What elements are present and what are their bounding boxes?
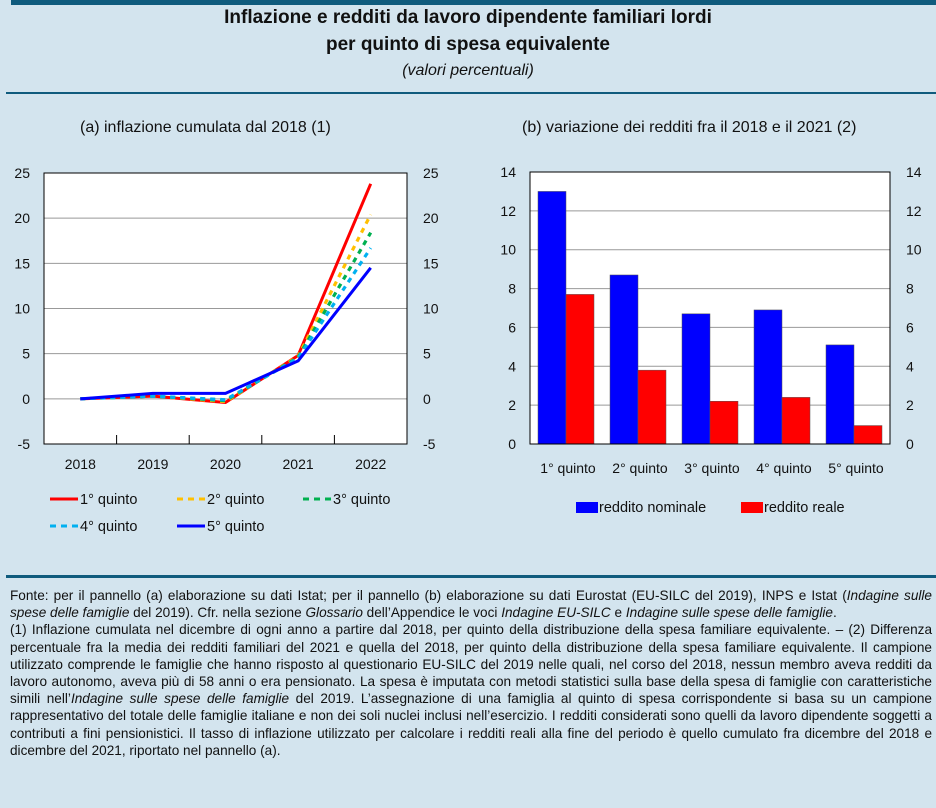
y-tick-left: 2 [508, 397, 516, 413]
x-tick-label: 5° quinto [828, 460, 884, 476]
y-tick-right: 20 [423, 210, 439, 226]
bar-real [637, 369, 667, 445]
y-tick-right: 14 [906, 164, 922, 180]
y-tick-left: 25 [14, 165, 30, 181]
x-tick-label: 2018 [65, 456, 96, 472]
legend-label-quinto-3: 3° quinto [333, 492, 390, 508]
x-tick-label: 3° quinto [684, 460, 740, 476]
y-tick-right: 5 [423, 346, 431, 362]
y-tick-left: 10 [500, 242, 516, 258]
y-tick-right: 6 [906, 319, 914, 335]
chart-title-line2: per quinto di spesa equivalente [325, 34, 610, 55]
chart-title-line1: Inflazione e redditi da lavoro dipendent… [224, 7, 712, 28]
bar-real [781, 397, 811, 445]
source-note: Fonte: per il pannello (a) elaborazione … [10, 588, 932, 621]
y-tick-left: 15 [14, 255, 30, 271]
plot-frame [529, 171, 891, 445]
series-line-quinto-5 [80, 266, 372, 401]
bar-nominal [609, 274, 639, 445]
y-tick-left: 12 [500, 203, 516, 219]
bar-real [565, 294, 595, 445]
y-tick-left: 6 [508, 319, 516, 335]
bar-nominal [825, 344, 855, 445]
x-tick-label: 1° quinto [540, 460, 596, 476]
legend-swatch-nominal [576, 502, 598, 513]
series-line-quinto-4 [80, 247, 373, 402]
x-tick-label: 2022 [355, 456, 386, 472]
y-tick-left: 20 [14, 210, 30, 226]
y-tick-left: 5 [22, 346, 30, 362]
panel-a-title: (a) inflazione cumulata dal 2018 (1) [80, 119, 331, 136]
y-tick-right: 15 [423, 255, 439, 271]
legend-label-quinto-4: 4° quinto [80, 519, 137, 535]
x-tick-label: 2020 [210, 456, 241, 472]
y-tick-right: 8 [906, 281, 914, 297]
header-divider [6, 92, 936, 94]
bar-nominal [537, 191, 567, 445]
legend-label-quinto-1: 1° quinto [80, 492, 137, 508]
plot-frame [43, 172, 408, 445]
numbered-notes: (1) Inflazione cumulata nel dicembre di … [10, 622, 932, 758]
y-tick-right: 10 [423, 301, 439, 317]
x-tick-label: 2021 [283, 456, 314, 472]
y-tick-right: 0 [906, 436, 914, 452]
chart-subtitle: (valori percentuali) [402, 62, 534, 79]
y-tick-left: 8 [508, 281, 516, 297]
legend-label-nominal: reddito nominale [599, 500, 706, 516]
y-tick-left: 4 [508, 358, 516, 374]
y-tick-left: 0 [508, 436, 516, 452]
legend-label-real: reddito reale [764, 500, 845, 516]
top-band [11, 0, 936, 5]
bar-real [853, 425, 883, 445]
legend-label-quinto-5: 5° quinto [207, 519, 264, 535]
y-tick-left: 10 [14, 301, 30, 317]
legend-swatch-real [741, 502, 763, 513]
y-tick-left: 0 [22, 391, 30, 407]
bar-real [709, 401, 739, 445]
footnotes: Fonte: per il pannello (a) elaborazione … [10, 587, 932, 759]
y-tick-right: 25 [423, 165, 439, 181]
y-tick-right: 0 [423, 391, 431, 407]
y-tick-right: -5 [423, 436, 436, 452]
y-tick-left: 14 [500, 164, 516, 180]
series-line-quinto-1 [80, 183, 373, 404]
y-tick-right: 4 [906, 358, 914, 374]
y-tick-right: 10 [906, 242, 922, 258]
bar-nominal [681, 313, 711, 445]
y-tick-right: 2 [906, 397, 914, 413]
x-tick-label: 2° quinto [612, 460, 668, 476]
panel-b-title: (b) variazione dei redditi fra il 2018 e… [522, 119, 857, 136]
panel-b-bar-chart: 0 0 2 2 4 4 6 6 8 8 10 10 12 12 14 14 1° quinto 2° quinto… [500, 164, 922, 516]
y-tick-right: 12 [906, 203, 922, 219]
series-line-quinto-2 [80, 213, 373, 404]
notes-divider [6, 575, 936, 578]
x-tick-label: 2019 [137, 456, 168, 472]
x-tick-label: 4° quinto [756, 460, 812, 476]
bar-nominal [753, 309, 783, 445]
y-tick-left: -5 [18, 436, 31, 452]
legend-label-quinto-2: 2° quinto [207, 492, 264, 508]
